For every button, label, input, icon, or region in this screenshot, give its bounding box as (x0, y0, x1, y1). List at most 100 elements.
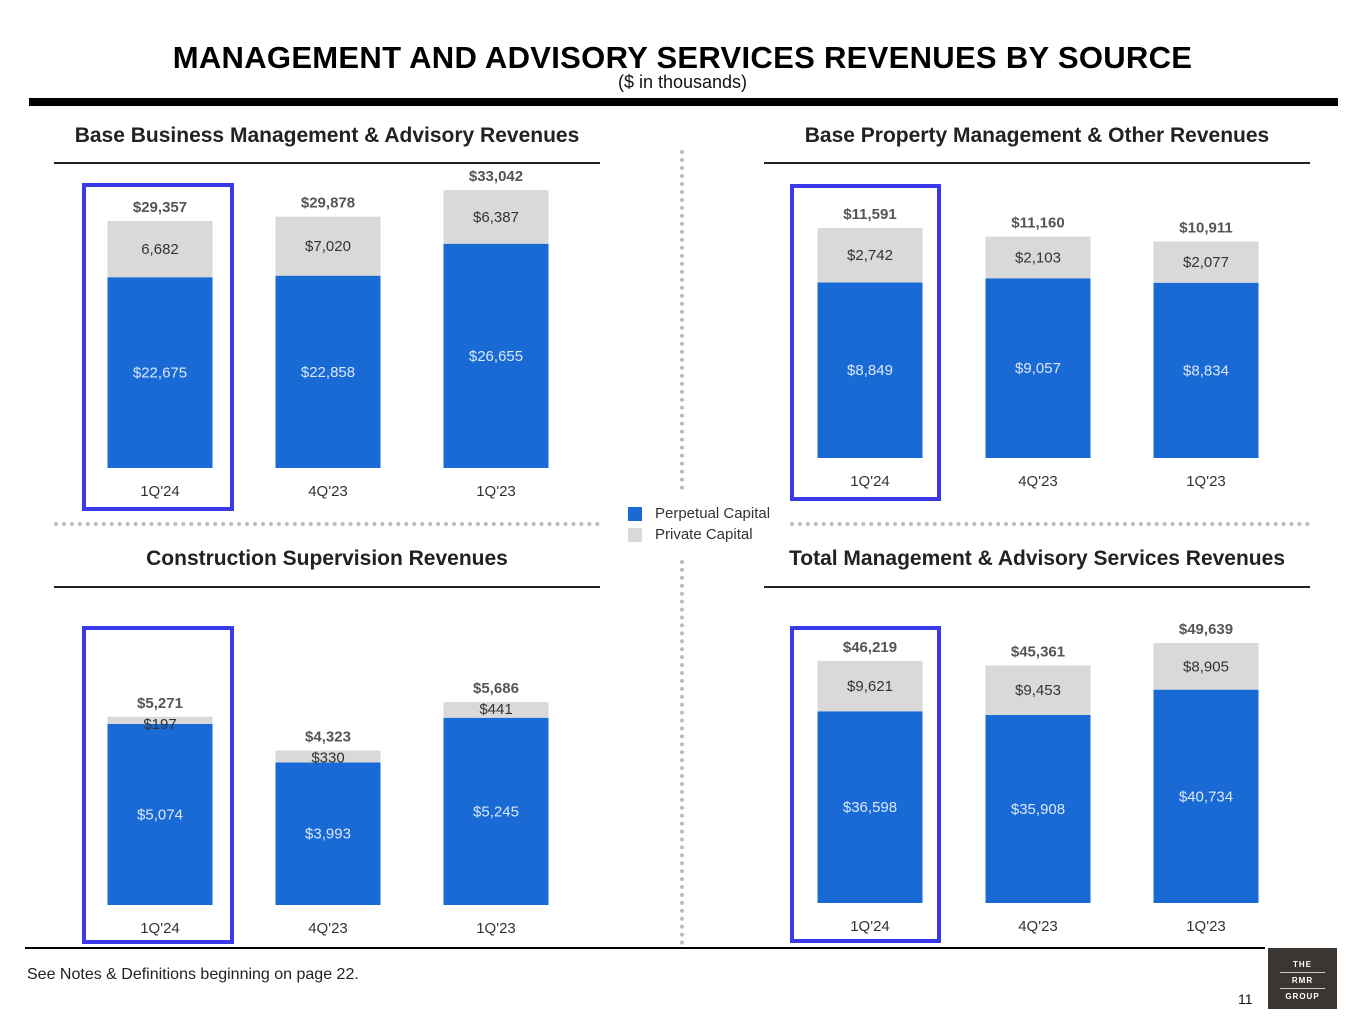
data-label-total: $5,686 (473, 680, 519, 697)
highlight-box (790, 626, 941, 943)
data-label-total: $45,361 (1011, 643, 1065, 660)
bar-private (1153, 643, 1259, 690)
data-label-private: $9,453 (1015, 682, 1061, 699)
data-label-total: $11,591 (843, 206, 896, 223)
bar-private (275, 750, 381, 763)
logo-text: RMR (1291, 976, 1314, 985)
bar-private (275, 216, 381, 276)
data-label-perpetual: $36,598 (843, 799, 897, 816)
data-label-perpetual: $8,849 (847, 362, 893, 379)
data-label-private: 6,682 (141, 241, 179, 258)
footer-rule (25, 947, 1265, 949)
legend-item-private: Private Capital (628, 524, 770, 545)
logo-text: THE (1293, 960, 1312, 969)
x-tick-label: 1Q'24 (140, 920, 180, 937)
bar-perpetual (275, 275, 381, 468)
data-label-total: $4,323 (305, 729, 351, 746)
chart-title-base-business: Base Business Management & Advisory Reve… (74, 124, 580, 147)
vertical-divider (680, 560, 684, 945)
data-label-private: $2,103 (1015, 249, 1061, 266)
data-label-total: $11,160 (1011, 215, 1064, 232)
data-label-perpetual: $35,908 (1011, 801, 1065, 818)
chart-title-construction: Construction Supervision Revenues (146, 547, 508, 570)
legend-label: Private Capital (655, 526, 753, 543)
chart-title-total: Total Management & Advisory Services Rev… (788, 547, 1285, 570)
bar-perpetual (275, 762, 381, 905)
logo-divider (1280, 988, 1325, 989)
bar-private (443, 702, 549, 718)
bar-perpetual (817, 711, 923, 903)
legend: Perpetual Capital Private Capital (628, 503, 770, 545)
data-label-perpetual: $3,993 (305, 826, 351, 843)
data-label-perpetual: $5,245 (473, 803, 519, 820)
logo-divider (1280, 972, 1325, 973)
chart-rule (54, 162, 600, 164)
vertical-divider (680, 150, 684, 490)
data-label-private: $330 (311, 750, 344, 767)
page-subtitle: ($ in thousands) (617, 72, 748, 92)
bar-private (107, 716, 213, 724)
page-number: 11 (1238, 991, 1253, 1007)
data-label-total: $29,878 (301, 195, 355, 212)
chart-rule (764, 586, 1310, 588)
x-tick-label: 1Q'23 (1186, 918, 1226, 935)
bar-private (985, 665, 1091, 715)
x-tick-label: 4Q'23 (1018, 473, 1058, 490)
horizontal-divider (790, 522, 1310, 526)
data-label-perpetual: $22,675 (133, 365, 187, 382)
data-label-perpetual: $26,655 (469, 348, 523, 365)
data-label-total: $5,271 (137, 695, 183, 712)
highlight-box (790, 184, 941, 501)
legend-swatch-private (628, 527, 642, 542)
data-label-perpetual: $9,057 (1015, 360, 1061, 377)
bar-private (985, 236, 1091, 279)
x-tick-label: 1Q'24 (850, 473, 890, 490)
bar-private (817, 660, 923, 712)
data-label-perpetual: $5,074 (137, 806, 183, 823)
x-tick-label: 1Q'23 (1186, 473, 1226, 490)
chart-rule (54, 586, 600, 588)
data-label-total: $46,219 (843, 639, 897, 656)
data-label-private: $7,020 (305, 238, 351, 255)
bar-perpetual (985, 714, 1091, 903)
data-label-private: $441 (479, 701, 512, 718)
data-label-private: $8,905 (1183, 658, 1229, 675)
page-title: MANAGEMENT AND ADVISORY SERVICES REVENUE… (172, 40, 1193, 75)
bar-perpetual (817, 282, 923, 458)
bar-perpetual (1153, 689, 1259, 903)
legend-swatch-perpetual (628, 506, 642, 521)
bar-private (817, 228, 923, 283)
legend-label: Perpetual Capital (655, 505, 771, 522)
horizontal-divider (54, 522, 600, 526)
footnote: See Notes & Definitions beginning on pag… (27, 966, 359, 983)
data-label-private: $2,077 (1183, 254, 1229, 271)
data-label-private: $6,387 (473, 209, 519, 226)
title-rule (29, 98, 1338, 106)
rmr-logo: THE RMR GROUP (1268, 948, 1337, 1009)
x-tick-label: 4Q'23 (308, 920, 348, 937)
x-tick-label: 1Q'23 (476, 483, 516, 500)
bar-private (443, 190, 549, 244)
data-label-total: $49,639 (1179, 621, 1233, 638)
chart-rule (764, 162, 1310, 164)
data-label-perpetual: $8,834 (1183, 362, 1229, 379)
bar-private (107, 221, 213, 278)
bar-perpetual (107, 277, 213, 468)
x-tick-label: 4Q'23 (1018, 918, 1058, 935)
data-label-perpetual: $40,734 (1179, 788, 1233, 805)
data-label-private: $197 (143, 716, 176, 733)
highlight-box (82, 183, 234, 511)
bar-perpetual (107, 723, 213, 905)
logo-text: GROUP (1285, 992, 1320, 1001)
chart-title-base-property: Base Property Management & Other Revenue… (804, 124, 1270, 147)
x-tick-label: 1Q'23 (476, 920, 516, 937)
bar-private (1153, 241, 1259, 283)
data-label-total: $10,911 (1179, 219, 1232, 236)
x-tick-label: 1Q'24 (140, 483, 180, 500)
x-tick-label: 1Q'24 (850, 918, 890, 935)
highlight-box (82, 626, 234, 944)
data-label-total: $29,357 (133, 199, 187, 216)
legend-item-perpetual: Perpetual Capital (628, 503, 770, 524)
